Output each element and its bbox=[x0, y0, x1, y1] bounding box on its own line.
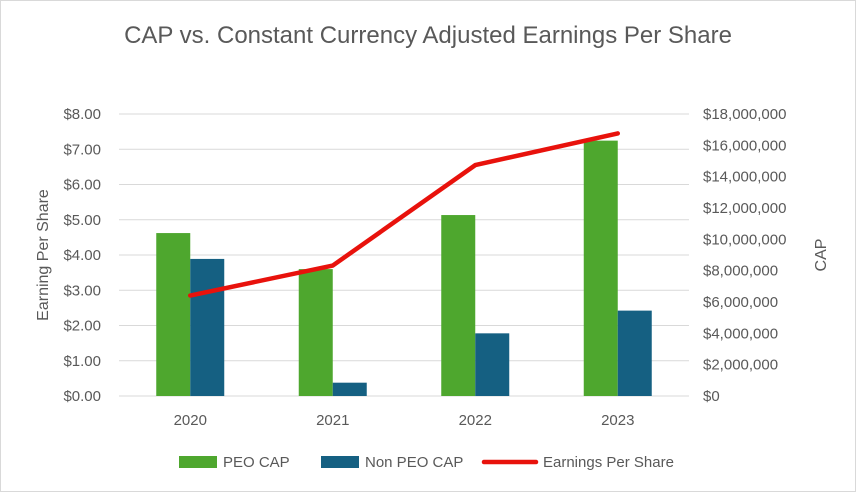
x-tick-label: 2023 bbox=[601, 412, 634, 429]
bar-peo-cap bbox=[441, 215, 475, 396]
left-axis-title: Earning Per Share bbox=[35, 189, 52, 321]
right-tick-label: $10,000,000 bbox=[703, 231, 786, 248]
right-tick-label: $2,000,000 bbox=[703, 357, 778, 374]
x-axis-ticks: 2020 2021 2022 2023 bbox=[174, 412, 635, 429]
x-tick-label: 2020 bbox=[174, 412, 207, 429]
left-axis-ticks: $0.00 $1.00 $2.00 $3.00 $4.00 $5.00 $6.00 $7.00… bbox=[63, 106, 101, 405]
left-tick-label: $0.00 bbox=[63, 388, 101, 405]
chart-title: CAP vs. Constant Currency Adjusted Earni… bbox=[124, 22, 732, 49]
right-tick-label: $0 bbox=[703, 388, 720, 405]
legend-swatch-peo-cap bbox=[179, 456, 217, 468]
left-tick-label: $4.00 bbox=[63, 247, 101, 264]
right-tick-label: $12,000,000 bbox=[703, 200, 786, 217]
legend-label-non-peo-cap: Non PEO CAP bbox=[365, 454, 463, 471]
right-tick-label: $18,000,000 bbox=[703, 106, 786, 123]
right-tick-label: $16,000,000 bbox=[703, 137, 786, 154]
left-tick-label: $1.00 bbox=[63, 353, 101, 370]
eps-line-layer bbox=[190, 133, 618, 295]
bar-peo-cap bbox=[299, 269, 333, 396]
bars bbox=[156, 141, 652, 396]
left-tick-label: $2.00 bbox=[63, 318, 101, 335]
right-tick-label: $14,000,000 bbox=[703, 169, 786, 186]
right-axis-ticks: $0 $2,000,000 $4,000,000 $6,000,000 $8,000,0… bbox=[703, 106, 786, 405]
legend-label-peo-cap: PEO CAP bbox=[223, 454, 290, 471]
legend: PEO CAP Non PEO CAP Earnings Per Share bbox=[179, 454, 674, 471]
bar-non-peo-cap bbox=[618, 311, 652, 396]
left-tick-label: $8.00 bbox=[63, 106, 101, 123]
bar-non-peo-cap bbox=[190, 259, 224, 396]
left-tick-label: $5.00 bbox=[63, 212, 101, 229]
x-tick-label: 2022 bbox=[459, 412, 492, 429]
left-tick-label: $6.00 bbox=[63, 177, 101, 194]
right-tick-label: $4,000,000 bbox=[703, 325, 778, 342]
left-tick-label: $3.00 bbox=[63, 282, 101, 299]
legend-swatch-non-peo-cap bbox=[321, 456, 359, 468]
earnings-per-share-line bbox=[190, 133, 618, 295]
bar-non-peo-cap bbox=[475, 333, 509, 396]
x-tick-label: 2021 bbox=[316, 412, 349, 429]
right-tick-label: $8,000,000 bbox=[703, 263, 778, 280]
bar-non-peo-cap bbox=[333, 383, 367, 396]
bar-peo-cap bbox=[156, 233, 190, 396]
left-tick-label: $7.00 bbox=[63, 141, 101, 158]
right-tick-label: $6,000,000 bbox=[703, 294, 778, 311]
bar-peo-cap bbox=[584, 141, 618, 396]
right-axis-title: CAP bbox=[813, 239, 830, 272]
legend-label-earnings-per-share: Earnings Per Share bbox=[543, 454, 674, 471]
